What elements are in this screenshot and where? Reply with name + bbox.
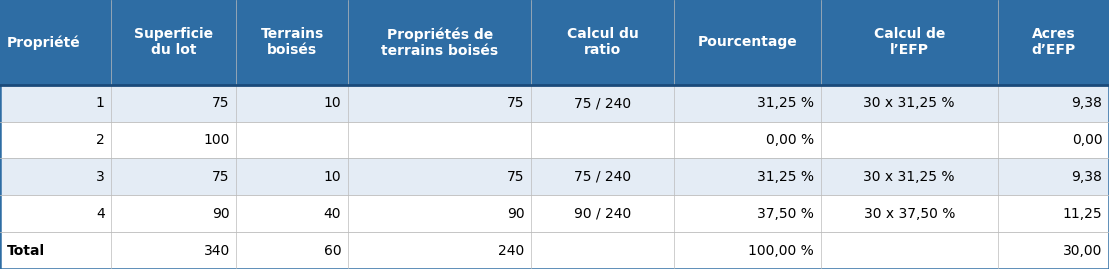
Bar	[531, 0, 674, 85]
Bar	[111, 195, 236, 232]
Text: 75: 75	[507, 170, 525, 184]
Bar	[998, 158, 1109, 195]
Bar	[821, 0, 998, 85]
Bar	[821, 195, 998, 232]
Text: 75: 75	[212, 96, 230, 110]
Text: 31,25 %: 31,25 %	[757, 96, 814, 110]
Bar	[0, 85, 111, 122]
Text: 4: 4	[96, 207, 104, 221]
Bar	[821, 122, 998, 158]
Text: 0,00 %: 0,00 %	[766, 133, 814, 147]
Text: 75 / 240: 75 / 240	[574, 170, 631, 184]
Bar	[0, 122, 111, 158]
Text: 0,00: 0,00	[1071, 133, 1102, 147]
Bar	[111, 85, 236, 122]
Text: Terrains
boisés: Terrains boisés	[261, 27, 324, 58]
Bar	[236, 232, 348, 269]
Bar	[348, 0, 531, 85]
Bar	[998, 0, 1109, 85]
Text: 100: 100	[203, 133, 230, 147]
Text: 30,00: 30,00	[1062, 243, 1102, 258]
Bar	[236, 0, 348, 85]
Text: 30 x 31,25 %: 30 x 31,25 %	[864, 96, 955, 110]
Bar	[348, 85, 531, 122]
Text: 3: 3	[96, 170, 104, 184]
Bar	[531, 232, 674, 269]
Bar	[674, 0, 821, 85]
Text: 100,00 %: 100,00 %	[749, 243, 814, 258]
Text: 30 x 31,25 %: 30 x 31,25 %	[864, 170, 955, 184]
Bar	[236, 158, 348, 195]
Bar	[236, 195, 348, 232]
Bar	[998, 195, 1109, 232]
Text: 30 x 37,50 %: 30 x 37,50 %	[864, 207, 955, 221]
Bar	[111, 232, 236, 269]
Text: 75: 75	[212, 170, 230, 184]
Text: Propriété: Propriété	[7, 35, 81, 49]
Bar	[674, 85, 821, 122]
Text: Calcul de
l’EFP: Calcul de l’EFP	[874, 27, 945, 58]
Text: 90: 90	[212, 207, 230, 221]
Text: 240: 240	[498, 243, 525, 258]
Text: 37,50 %: 37,50 %	[757, 207, 814, 221]
Bar	[531, 85, 674, 122]
Bar	[348, 195, 531, 232]
Text: 10: 10	[324, 170, 342, 184]
Bar	[674, 158, 821, 195]
Bar	[674, 232, 821, 269]
Bar	[821, 232, 998, 269]
Text: 11,25: 11,25	[1062, 207, 1102, 221]
Text: 10: 10	[324, 96, 342, 110]
Text: Propriétés de
terrains boisés: Propriétés de terrains boisés	[381, 27, 498, 58]
Text: Total: Total	[7, 243, 44, 258]
Bar	[0, 158, 111, 195]
Text: 2: 2	[96, 133, 104, 147]
Text: 31,25 %: 31,25 %	[757, 170, 814, 184]
Text: 9,38: 9,38	[1071, 96, 1102, 110]
Bar	[998, 122, 1109, 158]
Text: 9,38: 9,38	[1071, 170, 1102, 184]
Bar	[0, 232, 111, 269]
Bar	[236, 122, 348, 158]
Text: 75: 75	[507, 96, 525, 110]
Bar	[111, 122, 236, 158]
Bar	[821, 158, 998, 195]
Bar	[998, 85, 1109, 122]
Bar	[111, 0, 236, 85]
Text: Calcul du
ratio: Calcul du ratio	[567, 27, 639, 58]
Bar	[348, 232, 531, 269]
Text: Pourcentage: Pourcentage	[698, 35, 797, 49]
Bar	[531, 122, 674, 158]
Bar	[821, 85, 998, 122]
Text: 90 / 240: 90 / 240	[574, 207, 631, 221]
Bar	[998, 232, 1109, 269]
Bar	[0, 195, 111, 232]
Bar	[674, 122, 821, 158]
Bar	[531, 158, 674, 195]
Text: 340: 340	[204, 243, 230, 258]
Text: 60: 60	[324, 243, 342, 258]
Text: 40: 40	[324, 207, 342, 221]
Bar	[348, 158, 531, 195]
Text: 75 / 240: 75 / 240	[574, 96, 631, 110]
Text: 1: 1	[95, 96, 104, 110]
Bar	[531, 195, 674, 232]
Bar	[348, 122, 531, 158]
Bar	[674, 195, 821, 232]
Bar	[111, 158, 236, 195]
Text: Acres
d’EFP: Acres d’EFP	[1031, 27, 1076, 58]
Bar	[0, 0, 111, 85]
Bar	[236, 85, 348, 122]
Text: Superficie
du lot: Superficie du lot	[134, 27, 214, 58]
Text: 90: 90	[507, 207, 525, 221]
